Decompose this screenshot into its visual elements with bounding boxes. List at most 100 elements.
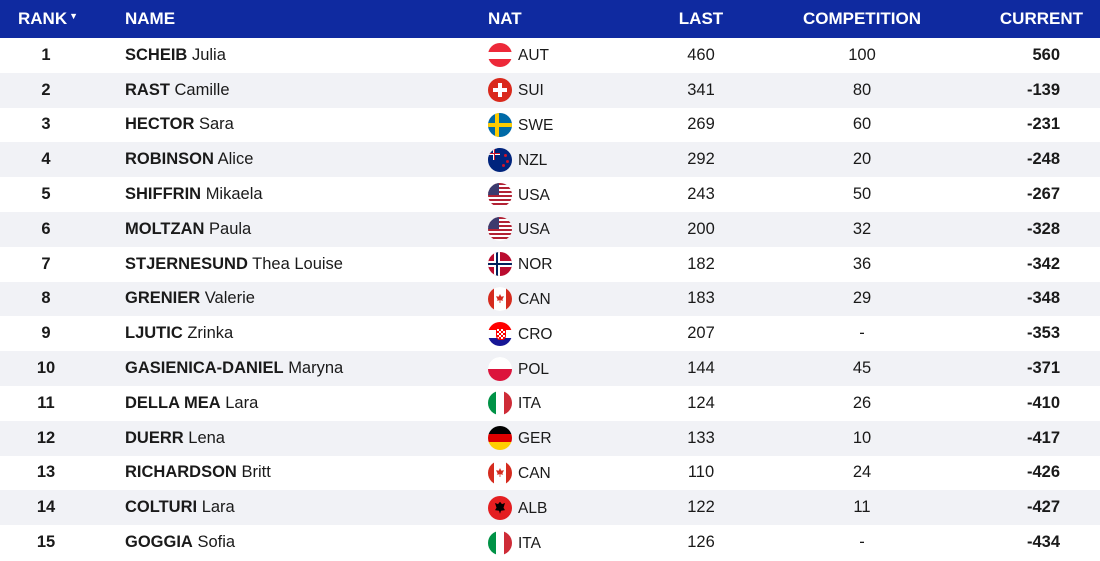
- athlete-name[interactable]: GASIENICA-DANIEL Maryna: [92, 359, 455, 378]
- current-points-cell: -231: [1026, 115, 1060, 134]
- athlete-surname: SCHEIB: [125, 45, 188, 64]
- athlete-first-name: Julia: [191, 45, 226, 64]
- nation-code: ITA: [518, 395, 541, 413]
- athlete-first-name: Sara: [198, 115, 234, 134]
- athlete-name[interactable]: DELLA MEA Lara: [92, 394, 455, 413]
- table-body: 1 SCHEIB Julia AUT 460 100 560 2 RAST Camille SU…: [0, 38, 1100, 560]
- athlete-surname: SHIFFRIN: [125, 185, 202, 204]
- athlete-name[interactable]: COLTURI Lara: [92, 498, 455, 517]
- last-points-cell: 126: [687, 533, 715, 552]
- can-flag-icon: [488, 460, 512, 485]
- athlete-first-name: Zrinka: [187, 324, 234, 343]
- athlete-name[interactable]: RAST Camille: [92, 81, 455, 100]
- table-row[interactable]: 10 GASIENICA-DANIEL Maryna POL 144 45 -371: [0, 351, 1100, 386]
- table-row[interactable]: 6 MOLTZAN Paula USA 200 32 -328: [0, 211, 1100, 247]
- current-points-cell: -348: [1026, 289, 1060, 308]
- athlete-first-name: Sofia: [197, 533, 236, 552]
- current-points-cell: -248: [1026, 150, 1060, 169]
- table-row[interactable]: 5 SHIFFRIN Mikaela USA 243 50 -267: [0, 177, 1100, 212]
- nation-code: GER: [518, 430, 552, 448]
- athlete-name[interactable]: SHIFFRIN Mikaela: [92, 185, 455, 204]
- athlete-first-name: Thea Louise: [252, 254, 343, 273]
- athlete-first-name: Britt: [241, 463, 271, 482]
- competition-column-header[interactable]: COMPETITION: [802, 9, 922, 28]
- athlete-surname: HECTOR: [125, 115, 195, 134]
- current-column-header[interactable]: CURRENT: [999, 9, 1083, 28]
- table-row[interactable]: 14 COLTURI Lara ALB 122 11 -427: [0, 490, 1100, 526]
- table-header: RANK ▼ NAME NAT LAST COMPETITION CURRENT: [0, 0, 1100, 38]
- athlete-name[interactable]: MOLTZAN Paula: [92, 220, 455, 239]
- rank-cell: 4: [41, 150, 51, 169]
- table-row[interactable]: 1 SCHEIB Julia AUT 460 100 560: [0, 38, 1100, 73]
- ita-flag-icon: [488, 391, 512, 416]
- competition-points-cell: 100: [848, 45, 876, 64]
- competition-points-cell: 45: [852, 359, 872, 378]
- rank-column-header[interactable]: RANK ▼: [18, 9, 79, 28]
- nation-cell: GER: [455, 426, 645, 451]
- nation-cell: USA: [455, 217, 645, 242]
- current-points-cell: -426: [1026, 463, 1060, 482]
- athlete-name[interactable]: GRENIER Valerie: [92, 289, 455, 308]
- current-points-cell: 560: [1032, 45, 1060, 64]
- table-row[interactable]: 13 RICHARDSON Britt CAN 110 24 -426: [0, 456, 1100, 491]
- athlete-surname: GOGGIA: [125, 533, 193, 552]
- athlete-name[interactable]: RICHARDSON Britt: [92, 463, 455, 482]
- athlete-name[interactable]: SCHEIB Julia: [92, 46, 455, 65]
- rank-cell: 10: [36, 359, 56, 378]
- rank-cell: 1: [41, 45, 51, 64]
- rank-cell: 14: [36, 498, 56, 517]
- aut-flag-icon: [488, 43, 512, 68]
- nation-code: ITA: [518, 534, 541, 552]
- current-points-cell: -410: [1026, 393, 1060, 412]
- last-points-cell: 200: [687, 219, 715, 238]
- nation-code: AUT: [518, 47, 549, 65]
- sort-down-icon[interactable]: ▼: [69, 11, 79, 21]
- table-row[interactable]: 11 DELLA MEA Lara ITA 124 26 -410: [0, 386, 1100, 421]
- rank-cell: 13: [36, 463, 56, 482]
- name-column-header[interactable]: NAME: [125, 9, 176, 28]
- athlete-name[interactable]: HECTOR Sara: [92, 115, 455, 134]
- athlete-first-name: Valerie: [204, 289, 255, 308]
- current-points-cell: -371: [1026, 359, 1060, 378]
- rank-cell: 11: [37, 393, 55, 412]
- nat-column-header[interactable]: NAT: [488, 9, 522, 28]
- table-row[interactable]: 3 HECTOR Sara SWE 269 60 -231: [0, 108, 1100, 143]
- athlete-name[interactable]: GOGGIA Sofia: [92, 533, 455, 552]
- table-row[interactable]: 9 LJUTIC Zrinka CRO 207 - -353: [0, 316, 1100, 351]
- competition-points-cell: 36: [852, 254, 872, 273]
- competition-points-cell: 24: [852, 463, 872, 482]
- cro-flag-icon: [488, 321, 512, 346]
- last-points-cell: 182: [687, 254, 715, 273]
- athlete-first-name: Alice: [217, 150, 254, 169]
- competition-points-cell: 29: [852, 289, 872, 308]
- table-row[interactable]: 2 RAST Camille SUI 341 80 -139: [0, 72, 1100, 108]
- nation-cell: NOR: [455, 252, 645, 277]
- ita-flag-icon: [488, 530, 512, 555]
- pol-flag-icon: [488, 356, 512, 381]
- last-points-cell: 341: [687, 80, 715, 99]
- nation-cell: NZL: [455, 147, 645, 172]
- competition-points-cell: -: [859, 324, 865, 343]
- athlete-surname: MOLTZAN: [125, 219, 205, 238]
- table-row[interactable]: 4 ROBINSON Alice NZL 292 20 -248: [0, 142, 1100, 178]
- athlete-name[interactable]: STJERNESUND Thea Louise: [92, 255, 455, 274]
- table-row[interactable]: 7 STJERNESUND Thea Louise NOR 182 36 -342: [0, 247, 1100, 282]
- table-row[interactable]: 8 GRENIER Valerie CAN 183 29 -348: [0, 281, 1100, 317]
- table-row[interactable]: 12 DUERR Lena GER 133 10 -417: [0, 420, 1100, 456]
- athlete-surname: RICHARDSON: [125, 463, 237, 482]
- table-row[interactable]: 15 GOGGIA Sofia ITA 126 - -434: [0, 525, 1100, 560]
- usa-flag-icon: [488, 182, 512, 207]
- rank-cell: 12: [36, 428, 56, 447]
- athlete-name[interactable]: LJUTIC Zrinka: [92, 324, 455, 343]
- last-points-cell: 124: [687, 393, 715, 412]
- nation-cell: ITA: [455, 391, 645, 416]
- athlete-name[interactable]: DUERR Lena: [92, 429, 455, 448]
- athlete-first-name: Mikaela: [205, 185, 263, 204]
- current-points-cell: -434: [1026, 533, 1060, 552]
- last-points-cell: 110: [687, 463, 715, 482]
- nzl-flag-icon: [488, 147, 512, 172]
- athlete-name[interactable]: ROBINSON Alice: [92, 150, 455, 169]
- competition-points-cell: 20: [852, 150, 872, 169]
- last-points-cell: 133: [687, 428, 715, 447]
- last-column-header[interactable]: LAST: [678, 9, 724, 28]
